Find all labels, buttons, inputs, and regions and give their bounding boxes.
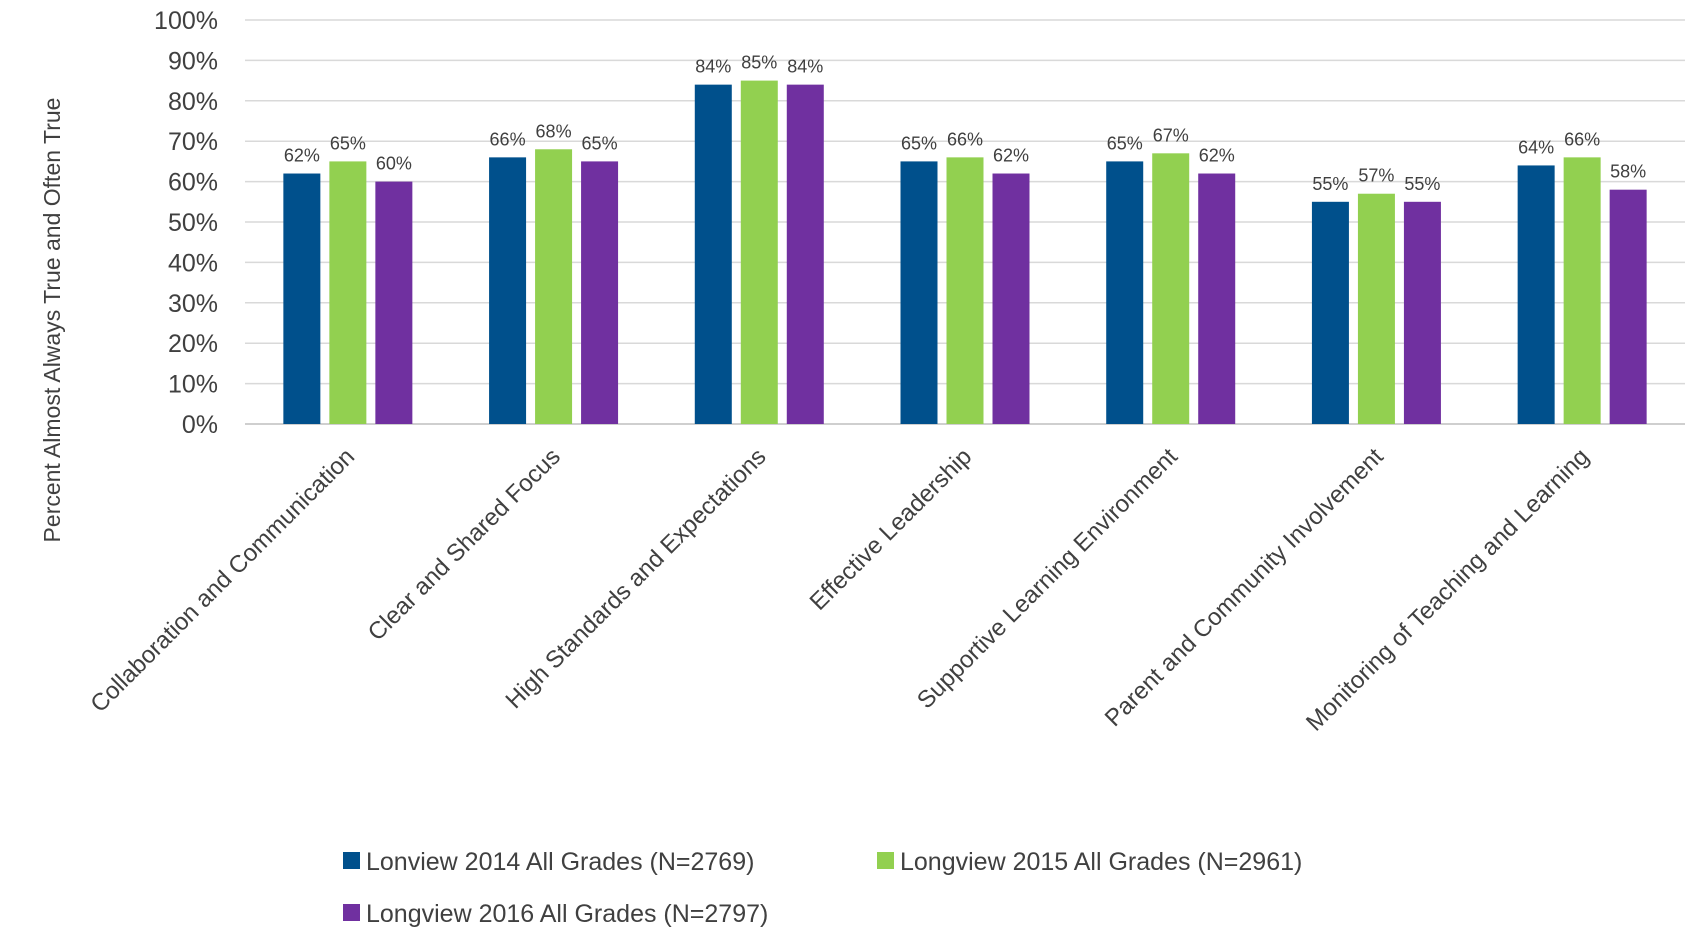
data-label: 66% xyxy=(947,129,983,149)
y-axis-ticks: 0% 10% 20% 30% 40% 50% 60% 70% 80% 90% 100% xyxy=(154,7,218,439)
x-category-label: Clear and Shared Focus xyxy=(363,443,566,646)
bar xyxy=(992,173,1030,424)
legend-swatch xyxy=(343,904,360,921)
data-label: 60% xyxy=(376,154,412,174)
y-tick-label: 20% xyxy=(168,330,218,358)
bar xyxy=(1198,173,1236,424)
x-category-label: Effective Leadership xyxy=(805,443,978,616)
y-tick-label: 90% xyxy=(168,47,218,75)
y-axis-title: Percent Almost Always True and Often Tru… xyxy=(39,98,65,543)
legend-label: Longview 2015 All Grades (N=2961) xyxy=(900,848,1302,876)
y-tick-label: 80% xyxy=(168,88,218,116)
y-tick-label: 60% xyxy=(168,169,218,197)
y-tick-label: 10% xyxy=(168,371,218,399)
bar xyxy=(535,149,573,424)
data-label: 65% xyxy=(330,133,366,153)
bar xyxy=(1106,161,1144,424)
legend-swatch xyxy=(877,852,894,869)
bar xyxy=(1517,165,1555,424)
data-label: 84% xyxy=(787,57,823,77)
data-label: 66% xyxy=(1564,129,1600,149)
bar xyxy=(581,161,619,424)
data-label: 62% xyxy=(1199,146,1235,166)
bar xyxy=(1403,201,1441,424)
bar xyxy=(1609,189,1647,424)
data-label: 64% xyxy=(1518,137,1554,157)
data-label: 58% xyxy=(1610,162,1646,182)
bar xyxy=(1563,157,1601,425)
bar xyxy=(740,80,778,424)
y-tick-label: 0% xyxy=(182,411,218,439)
bars xyxy=(283,80,1647,425)
bar xyxy=(694,84,732,424)
y-tick-label: 30% xyxy=(168,290,218,318)
bar xyxy=(489,157,527,425)
bar xyxy=(1152,153,1190,424)
data-label: 55% xyxy=(1404,174,1440,194)
data-label: 66% xyxy=(490,129,526,149)
y-tick-label: 70% xyxy=(168,128,218,156)
data-label: 62% xyxy=(284,146,320,166)
data-label: 85% xyxy=(741,53,777,73)
data-label: 67% xyxy=(1153,125,1189,145)
legend-swatch xyxy=(343,852,360,869)
data-label: 65% xyxy=(582,133,618,153)
bar xyxy=(329,161,367,424)
x-category-label: Collaboration and Communication xyxy=(85,443,360,718)
bar xyxy=(786,84,824,424)
y-tick-label: 100% xyxy=(154,7,218,35)
y-tick-label: 40% xyxy=(168,249,218,277)
legend: Lonview 2014 All Grades (N=2769) Longview… xyxy=(343,848,1302,928)
data-labels: 62% 65% 60% 66% 68% 65% 84% 85% 84% 65% 66% 62% 65% 6… xyxy=(284,53,1646,194)
bar xyxy=(375,181,413,424)
data-label: 68% xyxy=(536,121,572,141)
data-label: 62% xyxy=(993,146,1029,166)
bar xyxy=(1357,193,1395,424)
data-label: 55% xyxy=(1312,174,1348,194)
data-label: 57% xyxy=(1358,166,1394,186)
y-tick-label: 50% xyxy=(168,209,218,237)
data-label: 65% xyxy=(901,133,937,153)
data-label: 65% xyxy=(1107,133,1143,153)
bar xyxy=(1311,201,1349,424)
legend-label: Longview 2016 All Grades (N=2797) xyxy=(366,900,768,928)
bar xyxy=(283,173,321,424)
bar xyxy=(900,161,938,424)
data-label: 84% xyxy=(695,57,731,77)
x-axis-categories: Collaboration and Communication Clear and… xyxy=(85,443,1594,737)
bar xyxy=(946,157,984,425)
legend-label: Lonview 2014 All Grades (N=2769) xyxy=(366,848,754,876)
